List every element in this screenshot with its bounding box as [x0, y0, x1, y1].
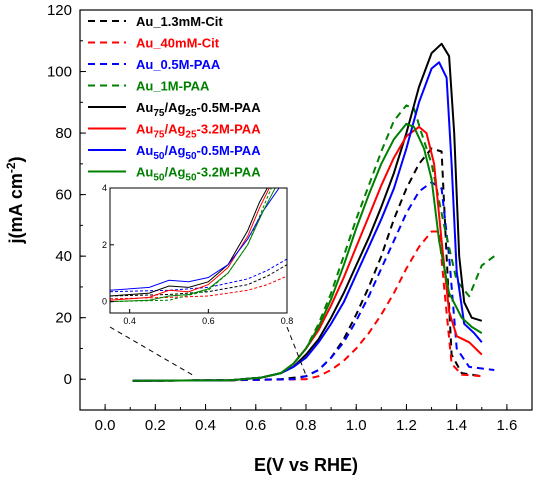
x-tick-label: 0.4: [195, 417, 216, 434]
x-axis-ticks: 0.0 0.2 0.4 0.6 0.8 1.0 1.2 1.4 1.6: [79, 404, 533, 434]
inset-series-line-2: [110, 275, 287, 300]
legend-label-2: Au_40mM-Cit: [136, 36, 220, 51]
legend-label-8: Au50/Ag50-3.2M-PAA: [136, 165, 261, 184]
inset-series-line-7: [110, 188, 280, 291]
series-line-7: [132, 61, 483, 382]
main-series-group: [132, 42, 495, 382]
inset-y-tick-label: 4: [102, 183, 107, 193]
inset-frame: [109, 187, 288, 314]
inset-zoom-lines: [109, 326, 307, 376]
legend-label-7: Au50/Ag50-0.5M-PAA: [136, 143, 261, 162]
inset-series-line-6: [110, 188, 270, 301]
y-tick-label: 100: [47, 64, 72, 81]
y-tick-label: 80: [55, 125, 72, 142]
x-tick-label: 1.2: [396, 417, 417, 434]
y-axis-title: j(mA cm-2): [4, 156, 26, 244]
legend-label-3: Au_0.5M-PAA: [136, 57, 221, 72]
x-axis-title: E(V vs RHE): [254, 455, 358, 475]
series-line-3: [132, 181, 495, 382]
x-tick-label: 0.6: [245, 417, 266, 434]
inset-x-tick-label: 0.6: [202, 316, 215, 326]
x-tick-label: 0.8: [296, 417, 317, 434]
y-tick-label: 40: [55, 248, 72, 265]
series-line-8: [132, 122, 483, 382]
legend-label-6: Au75/Ag25-3.2M-PAA: [136, 122, 261, 141]
inset-plot: 0.4 0.6 0.8 0 2 4: [102, 183, 293, 326]
zoom-line-left: [109, 326, 194, 376]
y-axis-ticks: 0 20 40 60 80 100 120: [47, 2, 86, 411]
legend-label-1: Au_1.3mM-Cit: [136, 14, 223, 29]
y-tick-label: 60: [55, 187, 72, 204]
inset-x-tick-label: 0.4: [123, 316, 136, 326]
x-tick-label: 1.0: [346, 417, 367, 434]
inset-ticks: 0.4 0.6 0.8 0 2 4: [102, 183, 293, 326]
inset-x-tick-label: 0.8: [281, 316, 294, 326]
y-tick-label: 20: [55, 310, 72, 327]
x-tick-label: 0.0: [95, 417, 116, 434]
x-tick-label: 1.4: [446, 417, 467, 434]
inset-series-line-5: [110, 188, 268, 297]
legend: Au_1.3mM-Cit Au_40mM-Cit Au_0.5M-PAA Au_1M-…: [88, 14, 261, 184]
inset-y-tick-label: 0: [102, 297, 107, 307]
series-line-2: [132, 230, 482, 382]
legend-label-5: Au75/Ag25-0.5M-PAA: [136, 100, 261, 119]
inset-y-tick-label: 2: [102, 240, 107, 250]
y-tick-label: 120: [47, 2, 72, 19]
y-tick-label: 0: [64, 371, 72, 388]
inset-series-group: [110, 188, 287, 303]
x-tick-label: 0.2: [145, 417, 166, 434]
legend-label-4: Au_1M-PAA: [136, 79, 210, 94]
inset-series-line-8: [110, 188, 276, 303]
x-tick-label: 1.6: [496, 417, 517, 434]
